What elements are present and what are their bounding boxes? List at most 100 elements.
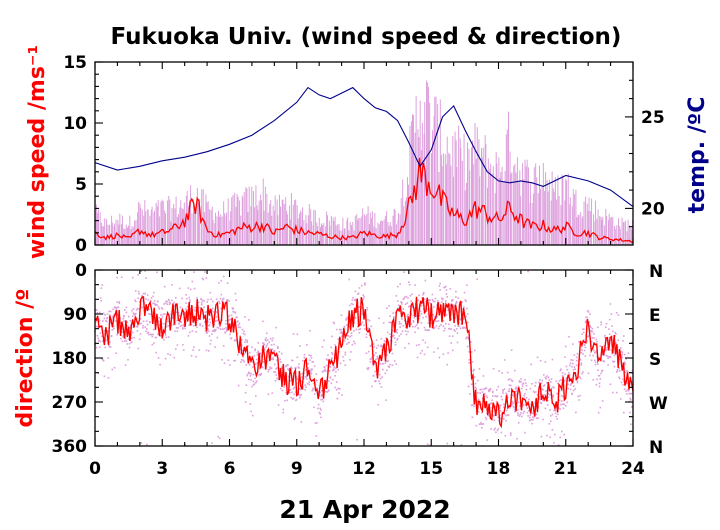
- direction-sample-point: [248, 364, 251, 366]
- direction-sample-point: [149, 313, 151, 316]
- direction-sample-point: [297, 366, 299, 368]
- direction-sample-point: [146, 320, 148, 322]
- direction-sample-point: [156, 271, 158, 274]
- direction-sample-point: [506, 409, 508, 412]
- direction-sample-point: [623, 353, 626, 356]
- direction-sample-point: [561, 430, 563, 433]
- direction-sample-point: [158, 316, 161, 319]
- direction-sample-point: [263, 343, 266, 346]
- direction-sample-point: [146, 332, 149, 335]
- direction-sample-point: [160, 335, 162, 337]
- direction-sample-point: [621, 356, 623, 359]
- direction-sample-point: [422, 291, 425, 294]
- direction-sample-point: [551, 429, 554, 431]
- direction-sample-point: [223, 327, 226, 330]
- direction-sample-point: [317, 442, 320, 445]
- direction-sample-point: [422, 293, 424, 296]
- top-lines: [94, 86, 634, 243]
- direction-sample-point: [583, 331, 585, 334]
- direction-sample-point: [557, 444, 560, 446]
- direction-sample-point: [193, 324, 195, 327]
- direction-sample-point: [244, 401, 247, 403]
- direction-sample-point: [553, 442, 555, 444]
- direction-sample-point: [197, 319, 199, 321]
- direction-sample-point: [359, 328, 361, 330]
- direction-sample-point: [606, 346, 609, 349]
- direction-sample-point: [517, 409, 519, 411]
- direction-sample-point: [325, 364, 328, 367]
- direction-sample-point: [343, 340, 346, 342]
- direction-sample-point: [387, 359, 390, 362]
- direction-sample-point: [455, 300, 458, 303]
- direction-sample-point: [407, 313, 409, 316]
- direction-sample-point: [521, 387, 523, 390]
- direction-sample-point: [405, 333, 408, 336]
- direction-sample-point: [519, 405, 521, 407]
- direction-sample-point: [175, 327, 178, 329]
- direction-sample-point: [388, 305, 390, 307]
- direction-sample-point: [584, 321, 587, 324]
- direction-sample-point: [609, 356, 612, 358]
- direction-sample-point: [420, 322, 423, 324]
- direction-sample-point: [630, 423, 632, 426]
- direction-sample-point: [497, 428, 500, 430]
- direction-sample-point: [428, 329, 430, 331]
- direction-sample-point: [611, 352, 613, 355]
- direction-sample-point: [625, 390, 627, 392]
- direction-sample-point: [498, 370, 500, 372]
- direction-sample-point: [341, 335, 343, 337]
- direction-sample-point: [412, 306, 414, 309]
- direction-sample-point: [433, 327, 435, 330]
- direction-sample-point: [289, 372, 292, 375]
- direction-sample-point: [387, 365, 390, 368]
- direction-sample-point: [176, 319, 179, 322]
- direction-sample-point: [167, 353, 169, 355]
- direction-sample-point: [446, 442, 449, 445]
- direction-sample-point: [627, 390, 630, 392]
- direction-sample-point: [569, 384, 572, 386]
- direction-sample-point: [506, 371, 509, 374]
- direction-sample-point: [525, 388, 528, 391]
- direction-sample-point: [470, 351, 473, 353]
- direction-sample-point: [406, 315, 409, 318]
- direction-sample-point: [593, 349, 595, 352]
- direction-sample-point: [415, 324, 418, 326]
- direction-sample-point: [344, 351, 347, 354]
- direction-sample-point: [545, 377, 547, 380]
- direction-sample-point: [365, 336, 368, 338]
- direction-sample-point: [442, 320, 445, 322]
- direction-sample-point: [208, 330, 210, 333]
- direction-sample-point: [381, 376, 383, 378]
- direction-sample-point: [509, 378, 511, 380]
- direction-sample-point: [247, 345, 249, 347]
- direction-sample-point: [128, 346, 131, 349]
- direction-sample-point: [127, 315, 130, 318]
- direction-sample-point: [593, 333, 595, 335]
- direction-sample-point: [499, 410, 502, 412]
- direction-sample-point: [566, 401, 569, 404]
- direction-sample-point: [329, 377, 332, 379]
- direction-sample-point: [579, 376, 581, 378]
- direction-tick-label: 180: [52, 349, 88, 369]
- direction-sample-point: [230, 314, 233, 317]
- direction-sample-point: [467, 385, 470, 388]
- direction-sample-point: [579, 394, 581, 397]
- direction-sample-point: [474, 386, 477, 389]
- direction-sample-point: [496, 395, 499, 397]
- direction-sample-point: [262, 320, 264, 323]
- direction-sample-point: [352, 303, 354, 306]
- direction-sample-point: [619, 370, 621, 372]
- direction-sample-point: [394, 341, 397, 344]
- direction-sample-point: [346, 316, 348, 319]
- direction-sample-point: [348, 278, 350, 281]
- direction-sample-point: [315, 373, 318, 375]
- direction-sample-point: [240, 344, 243, 347]
- direction-sample-point: [363, 296, 365, 298]
- gust-range-series: [94, 80, 634, 245]
- direction-sample-point: [423, 326, 426, 329]
- direction-sample-point: [368, 350, 370, 353]
- direction-sample-point: [466, 313, 469, 315]
- direction-sample-point: [540, 382, 543, 384]
- direction-sample-point: [399, 310, 401, 313]
